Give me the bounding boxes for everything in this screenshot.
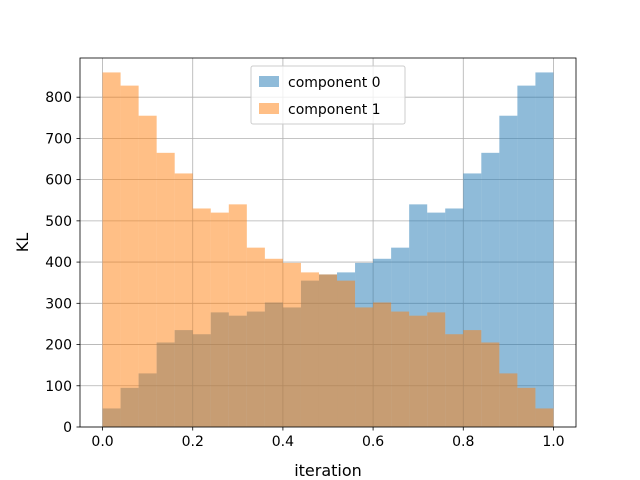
bar-series-1-bin-6: [210, 212, 229, 427]
bar-series-0-bin-24: [535, 72, 554, 427]
bar-series-1-bin-8: [246, 247, 265, 427]
legend-swatch-component-1: [259, 103, 279, 114]
legend-swatch-component-0: [259, 76, 279, 87]
bar-series-1-bin-4: [174, 173, 193, 427]
legend-box: [250, 65, 406, 125]
y-tick-label-2: 200: [45, 338, 72, 354]
bar-series-1-bin-15: [373, 302, 392, 427]
x-axis-label: iteration: [294, 461, 362, 480]
bar-series-1-bin-2: [138, 115, 157, 427]
bar-series-1-bin-14: [355, 307, 374, 427]
bar-series-1-bin-12: [318, 274, 338, 427]
bar-series-1-bin-9: [264, 258, 283, 427]
y-axis-label: KL: [13, 233, 32, 252]
y-tick-label-8: 800: [45, 90, 72, 106]
bar-series-1-bin-23: [517, 387, 536, 427]
y-tick-label-5: 500: [45, 214, 72, 230]
bar-series-1-bin-11: [300, 272, 319, 427]
bar-series-1-bin-18: [427, 312, 446, 427]
legend: component 0 component 1: [250, 65, 406, 125]
bar-series-1-bin-22: [499, 373, 518, 427]
plot-frame: [79, 57, 577, 428]
bar-series-1-bin-10: [282, 262, 301, 427]
y-tick-label-3: 300: [45, 296, 72, 312]
bar-series-1-bin-19: [445, 334, 464, 427]
bar-series-1-bin-0: [102, 72, 121, 427]
y-tick-label-7: 700: [45, 131, 72, 147]
bar-series-1-bin-17: [409, 315, 428, 427]
bar-series-1-bin-21: [481, 342, 500, 427]
legend-label-component-1: component 1: [288, 102, 381, 118]
ticks-layer: 0.0 0.2 0.4 0.6 0.8 1.0 0 100 200 300 400 500 600 700…: [45, 90, 564, 450]
bar-series-1-bin-7: [228, 204, 247, 427]
x-tick-label-2: 0.4: [272, 434, 294, 450]
bar-series-1-bin-1: [120, 85, 139, 427]
x-tick-label-5: 1.0: [542, 434, 564, 450]
bar-series-1-bin-16: [391, 311, 410, 427]
y-tick-label-1: 100: [45, 379, 72, 395]
y-tick-label-4: 400: [45, 255, 72, 271]
y-tick-label-0: 0: [63, 420, 72, 436]
x-tick-label-1: 0.2: [182, 434, 204, 450]
bars-layer: [102, 72, 554, 427]
legend-label-component-0: component 0: [288, 75, 381, 91]
bar-series-0-bin-23: [517, 85, 536, 427]
x-tick-label-3: 0.6: [362, 434, 384, 450]
x-tick-label-4: 0.8: [452, 434, 474, 450]
bar-series-1-bin-3: [156, 152, 175, 427]
bar-series-1-bin-20: [463, 330, 482, 427]
bar-series-1-bin-5: [192, 208, 211, 427]
bar-series-1-bin-24: [535, 408, 554, 427]
bar-series-1-bin-13: [337, 280, 356, 427]
x-tick-label-0: 0.0: [91, 434, 113, 450]
y-tick-label-6: 600: [45, 173, 72, 189]
bar-series-0-bin-22: [499, 115, 518, 427]
